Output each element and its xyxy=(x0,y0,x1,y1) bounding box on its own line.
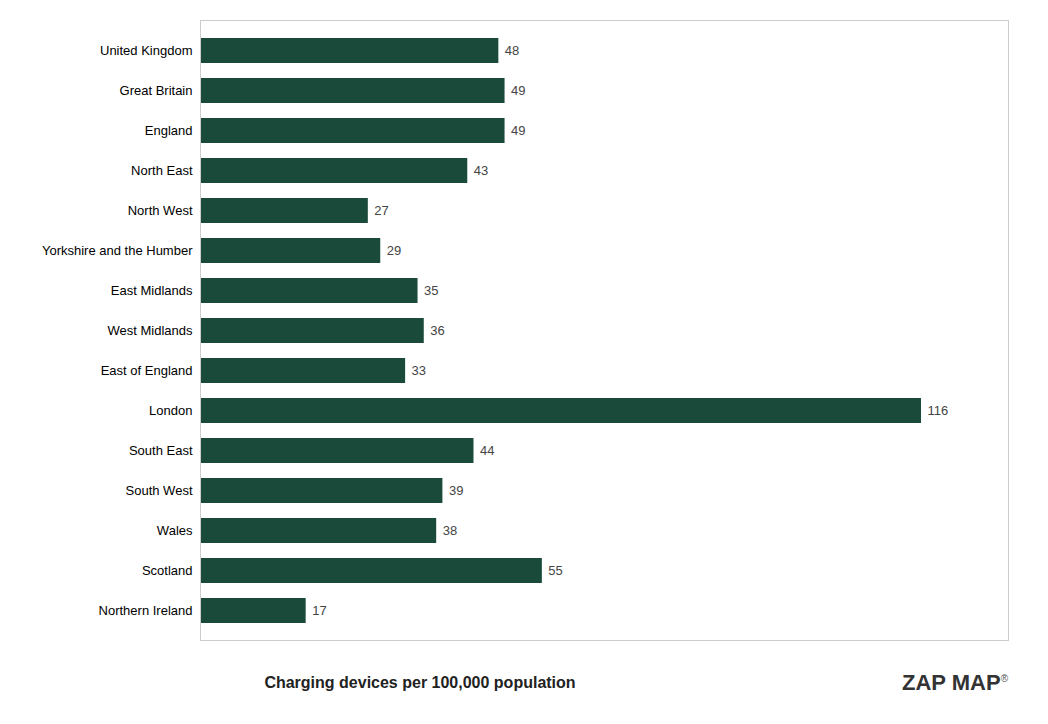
svg-text:116: 116 xyxy=(927,403,948,418)
svg-text:South West: South West xyxy=(126,483,193,498)
svg-text:Wales: Wales xyxy=(157,523,193,538)
svg-text:East Midlands: East Midlands xyxy=(111,283,193,298)
svg-text:38: 38 xyxy=(443,523,457,538)
svg-text:Northern Ireland: Northern Ireland xyxy=(99,603,193,618)
svg-text:North West: North West xyxy=(128,203,193,218)
svg-text:East of England: East of England xyxy=(101,363,193,378)
svg-text:33: 33 xyxy=(412,363,426,378)
svg-text:Yorkshire and the Humber: Yorkshire and the Humber xyxy=(42,243,193,258)
html-text:Charging devices per 100,000 p: Charging devices per 100,000 population xyxy=(264,674,576,691)
svg-text:17: 17 xyxy=(312,603,326,618)
svg-text:Great Britain: Great Britain xyxy=(120,83,193,98)
svg-text:London: London xyxy=(149,403,192,418)
svg-text:36: 36 xyxy=(430,323,444,338)
svg-text:27: 27 xyxy=(374,203,388,218)
svg-text:England: England xyxy=(145,123,193,138)
svg-text:North East: North East xyxy=(131,163,193,178)
svg-text:South East: South East xyxy=(129,443,193,458)
svg-text:49: 49 xyxy=(511,83,525,98)
svg-text:29: 29 xyxy=(387,243,401,258)
svg-text:West Midlands: West Midlands xyxy=(107,323,193,338)
svg-text:44: 44 xyxy=(480,443,494,458)
svg-text:55: 55 xyxy=(548,563,562,578)
svg-text:49: 49 xyxy=(511,123,525,138)
svg-text:48: 48 xyxy=(505,43,519,58)
svg-text:United Kingdom: United Kingdom xyxy=(100,43,193,58)
svg-text:43: 43 xyxy=(474,163,488,178)
svg-text:Scotland: Scotland xyxy=(142,563,193,578)
html-text:ZAP MAP: ZAP MAP xyxy=(902,670,1001,695)
svg-text:39: 39 xyxy=(449,483,463,498)
svg-text:35: 35 xyxy=(424,283,438,298)
